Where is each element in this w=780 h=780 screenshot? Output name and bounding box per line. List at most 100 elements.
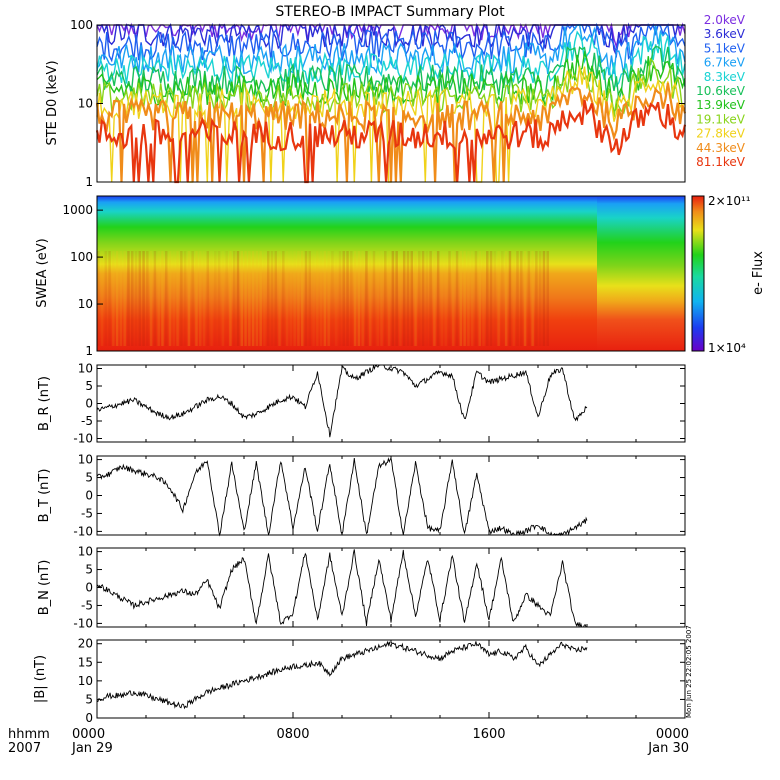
swea-stripe bbox=[459, 251, 463, 346]
swea-stripe bbox=[97, 251, 100, 346]
swea-stripe bbox=[217, 251, 221, 346]
swea-stripe bbox=[504, 251, 508, 346]
swea-stripe bbox=[372, 251, 376, 346]
mag-panel-bt: 10 5 0 -5 -10 B_T (nT) bbox=[37, 453, 686, 538]
mag-ytick-label: -10 bbox=[73, 524, 93, 538]
swea-stripe bbox=[255, 251, 259, 346]
swea-heatmap-left bbox=[97, 196, 597, 351]
ste-trace-81.1keV bbox=[95, 99, 687, 184]
mag-trace-bn bbox=[96, 549, 587, 628]
swea-stripe bbox=[338, 251, 342, 346]
swea-stripe bbox=[346, 251, 349, 346]
swea-stripe bbox=[221, 251, 225, 346]
swea-stripe bbox=[444, 251, 447, 346]
swea-stripe bbox=[331, 251, 334, 346]
swea-stripe bbox=[433, 251, 436, 346]
swea-stripe bbox=[399, 251, 402, 346]
swea-stripe bbox=[304, 251, 308, 346]
swea-ytick-label: 1000 bbox=[62, 203, 93, 217]
mag-ytick-label: 10 bbox=[78, 545, 93, 559]
swea-stripe bbox=[183, 251, 187, 346]
x-tick-time-label: 0000 bbox=[656, 727, 689, 742]
mag-panel-frame bbox=[96, 547, 686, 628]
mag-ytick-label: 5 bbox=[85, 379, 93, 393]
swea-stripe bbox=[542, 251, 546, 346]
swea-stripe bbox=[289, 251, 293, 346]
swea-stripe bbox=[108, 251, 111, 346]
swea-stripe bbox=[406, 251, 410, 346]
swea-stripe bbox=[470, 251, 474, 346]
swea-stripe bbox=[384, 251, 387, 346]
swea-stripe bbox=[523, 251, 527, 346]
swea-stripe bbox=[202, 251, 206, 346]
ste-y-ticks: 1 10 100 bbox=[70, 18, 685, 189]
mag-ytick-label: 10 bbox=[78, 674, 93, 688]
swea-stripe bbox=[463, 251, 466, 346]
swea-stripe bbox=[421, 251, 425, 346]
swea-stripe bbox=[350, 251, 353, 346]
ste-legend-entry: 3.6keV bbox=[704, 27, 746, 41]
plot-title: STEREO-B IMPACT Summary Plot bbox=[275, 4, 505, 20]
ste-legend-entry: 6.7keV bbox=[704, 56, 746, 70]
swea-stripe bbox=[312, 251, 315, 346]
swea-stripe bbox=[319, 251, 323, 346]
swea-stripe bbox=[368, 251, 372, 346]
swea-panel-frame bbox=[96, 195, 686, 352]
swea-stripe bbox=[157, 251, 160, 346]
swea-stripe bbox=[266, 251, 270, 346]
swea-stripe bbox=[274, 251, 278, 346]
mag-ytick-label: 0 bbox=[85, 397, 93, 411]
swea-stripe bbox=[482, 251, 485, 346]
mag-ytick-label: 10 bbox=[78, 453, 93, 467]
mag-y-axis-label-bt: B_T (nT) bbox=[37, 469, 52, 523]
ste-legend-entry: 44.3keV bbox=[696, 141, 746, 155]
mag-ytick-label: -10 bbox=[73, 432, 93, 446]
swea-stripe bbox=[263, 251, 266, 346]
mag-panel-frame bbox=[96, 455, 686, 536]
x-axis-row1-label: hhmm bbox=[8, 727, 50, 742]
swea-stripe bbox=[104, 251, 108, 346]
swea-stripe bbox=[512, 251, 515, 346]
colorbar-max-label: 2×10¹¹ bbox=[708, 194, 751, 208]
swea-stripe bbox=[501, 251, 504, 346]
x-tick-date-label: Jan 30 bbox=[647, 741, 689, 756]
ste-trace-19.1keV bbox=[96, 57, 686, 118]
swea-stripe bbox=[478, 251, 481, 346]
swea-ytick-label: 100 bbox=[70, 250, 93, 264]
swea-stripe bbox=[323, 251, 327, 346]
swea-stripe bbox=[486, 251, 489, 346]
swea-stripe bbox=[414, 251, 417, 346]
swea-stripe bbox=[353, 251, 357, 346]
swea-stripe bbox=[402, 251, 406, 346]
swea-stripe bbox=[270, 251, 274, 346]
swea-stripe bbox=[214, 251, 217, 346]
generation-stamp: Mon Jun 25 22:02:05 2007 bbox=[685, 625, 693, 718]
ste-legend-entry: 10.6keV bbox=[696, 84, 746, 98]
swea-y-axis-label: SWEA (eV) bbox=[35, 238, 50, 307]
swea-stripe bbox=[206, 251, 210, 346]
mag-panel-br: 10 5 0 -5 -10 B_R (nT) bbox=[37, 362, 686, 446]
mag-trace-bmag bbox=[96, 640, 588, 710]
swea-stripe bbox=[134, 251, 138, 346]
swea-stripe bbox=[285, 251, 289, 346]
mag-trace-bt bbox=[96, 456, 588, 537]
swea-stripe bbox=[232, 251, 236, 346]
swea-stripe bbox=[387, 251, 391, 346]
swea-stripe bbox=[497, 251, 500, 346]
swea-stripe bbox=[300, 251, 304, 346]
swea-stripe bbox=[365, 251, 368, 346]
mag-ytick-label: 0 bbox=[85, 581, 93, 595]
swea-stripe bbox=[334, 251, 338, 346]
swea-stripe bbox=[516, 251, 519, 346]
mag-panels: 10 5 0 -5 -10 B_R (nT) 10 5 0 -5 -10 B_T (nT) 10 5 0 -5… bbox=[33, 362, 686, 725]
mag-ytick-label: 0 bbox=[85, 489, 93, 503]
swea-panel: 1 10 100 1000 SWEA (eV) 2×10¹¹ 1×10⁴ e- Flu… bbox=[35, 194, 766, 358]
swea-stripe bbox=[531, 251, 534, 346]
mag-ytick-label: 15 bbox=[78, 655, 93, 669]
swea-stripe bbox=[240, 251, 244, 346]
swea-stripe bbox=[293, 251, 296, 346]
swea-stripe bbox=[119, 251, 123, 346]
